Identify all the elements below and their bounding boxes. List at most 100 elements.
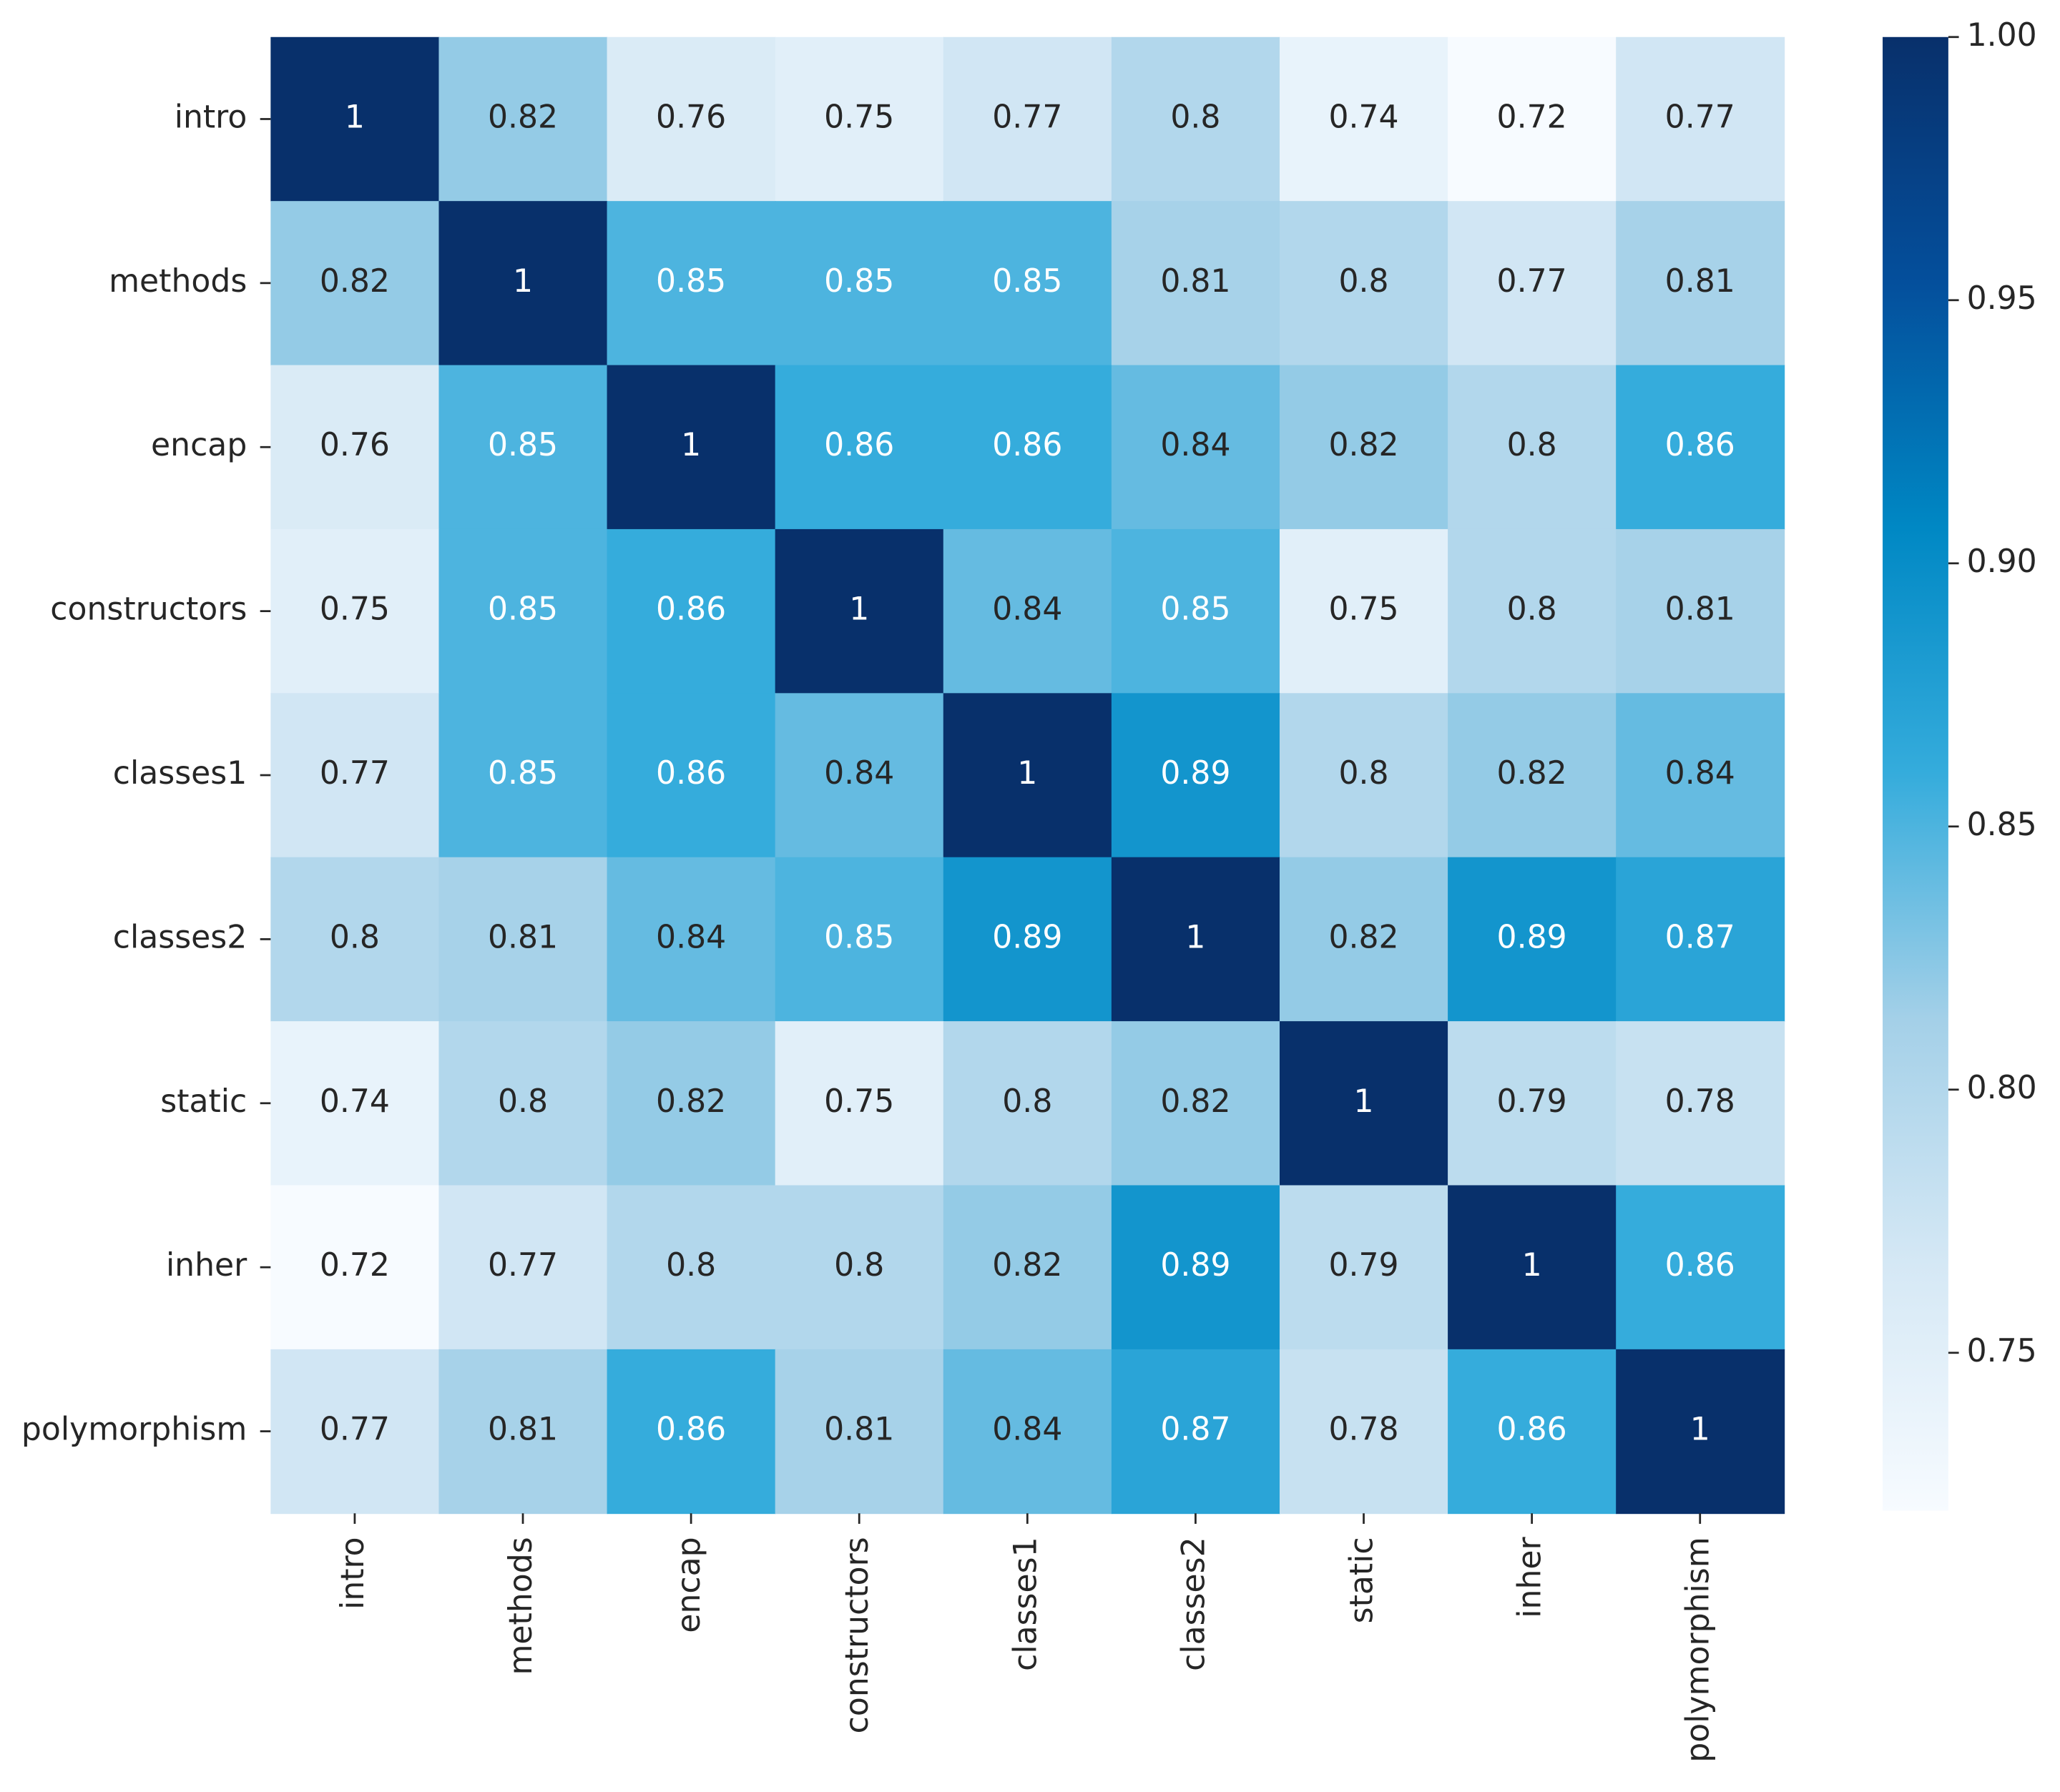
cell: [607, 1349, 776, 1515]
cell-label: 0.76: [656, 99, 726, 135]
cell-label: 0.8: [1170, 99, 1220, 135]
x-tick-label: methods: [503, 1537, 539, 1675]
cell: [943, 857, 1112, 1023]
cell: [1279, 857, 1448, 1023]
cell: [943, 365, 1112, 530]
cell-label: 0.82: [320, 263, 390, 300]
cell: [438, 36, 608, 202]
cell-label: 0.86: [656, 755, 726, 792]
cell: [1111, 1349, 1280, 1515]
cell-label: 0.85: [488, 591, 558, 628]
y-tick-label: classes1: [113, 755, 247, 792]
x-tick-label: inher: [1512, 1536, 1549, 1618]
cell: [607, 857, 776, 1023]
cell-label: 0.89: [1160, 1247, 1230, 1284]
cell-label: 1: [1690, 1412, 1710, 1448]
colorbar-tick-label: 0.80: [1967, 1070, 2037, 1106]
cell-label: 0.85: [488, 427, 558, 463]
cell: [943, 36, 1112, 202]
cell: [438, 857, 608, 1023]
cell: [1279, 365, 1448, 530]
cell-label: 0.8: [1507, 427, 1557, 463]
cell-label: 0.82: [1328, 427, 1398, 463]
y-tick-label: polymorphism: [21, 1412, 247, 1448]
cell-label: 0.85: [824, 263, 894, 300]
cell: [775, 693, 944, 858]
cell-label: 0.76: [320, 427, 390, 463]
cell-label: 1: [849, 591, 869, 628]
cell: [607, 201, 776, 366]
cell-label: 1: [1017, 755, 1037, 792]
cell: [775, 857, 944, 1023]
cell: [1111, 365, 1280, 530]
cell-label: 0.81: [488, 1412, 558, 1448]
cell-label: 0.72: [320, 1247, 390, 1284]
cell: [607, 1021, 776, 1186]
cell-label: 0.82: [992, 1247, 1062, 1284]
colorbar-tick-label: 1.00: [1967, 17, 2037, 54]
cell-label: 0.82: [488, 99, 558, 135]
cell: [1448, 201, 1617, 366]
cell-label: 0.8: [1338, 755, 1388, 792]
cell-label: 0.8: [498, 1083, 548, 1120]
cell: [1616, 857, 1785, 1023]
y-tick-label: constructors: [50, 591, 247, 628]
cell: [1111, 201, 1280, 366]
x-tick-label: intro: [335, 1537, 371, 1610]
cell: [438, 1021, 608, 1186]
cell: [1448, 528, 1617, 694]
cell: [775, 1185, 944, 1350]
cell: [607, 528, 776, 694]
cell: [1279, 36, 1448, 202]
cell-label: 0.74: [1328, 99, 1398, 135]
cell-label: 0.75: [320, 591, 390, 628]
cell-label: 0.77: [320, 1412, 390, 1448]
cell: [943, 1349, 1112, 1515]
cell: [607, 365, 776, 530]
cell: [270, 1185, 440, 1350]
colorbar: [1883, 36, 1948, 1511]
y-tick-label: inher: [166, 1247, 247, 1284]
cell-label: 0.82: [1497, 755, 1567, 792]
cell: [607, 36, 776, 202]
x-tick-label: classes2: [1175, 1537, 1212, 1671]
cell: [270, 528, 440, 694]
cell-label: 0.81: [1160, 263, 1230, 300]
cell-label: 0.86: [992, 427, 1062, 463]
cell: [1111, 1185, 1280, 1350]
x-tick-label: constructors: [839, 1537, 876, 1733]
cell: [1616, 1021, 1785, 1186]
cell: [775, 1021, 944, 1186]
cell-label: 0.87: [1665, 919, 1735, 955]
cell-label: 0.81: [1665, 591, 1735, 628]
cell: [438, 1185, 608, 1350]
cell-label: 0.84: [656, 919, 726, 955]
cell: [1616, 201, 1785, 366]
cell: [1279, 1349, 1448, 1515]
cell: [438, 1349, 608, 1515]
cell-label: 0.75: [1328, 591, 1398, 628]
cell: [1279, 1185, 1448, 1350]
cell: [775, 201, 944, 366]
cell-label: 0.77: [488, 1247, 558, 1284]
cell-label: 0.8: [666, 1247, 716, 1284]
cell: [1448, 1349, 1617, 1515]
cell-label: 0.78: [1328, 1412, 1398, 1448]
cell: [438, 201, 608, 366]
x-tick-label: static: [1344, 1537, 1380, 1623]
cell-label: 0.77: [992, 99, 1062, 135]
cell-label: 0.72: [1497, 99, 1567, 135]
cell: [1616, 365, 1785, 530]
cell: [1616, 693, 1785, 858]
cell: [1111, 528, 1280, 694]
cell: [943, 1185, 1112, 1350]
y-tick-label: static: [160, 1083, 247, 1120]
cell: [438, 528, 608, 694]
x-tick-label: classes1: [1007, 1537, 1044, 1671]
cell: [270, 1349, 440, 1515]
colorbar-tick-label: 0.90: [1967, 543, 2037, 580]
cell: [943, 1021, 1112, 1186]
cell: [1448, 365, 1617, 530]
y-tick-label: methods: [109, 263, 247, 300]
